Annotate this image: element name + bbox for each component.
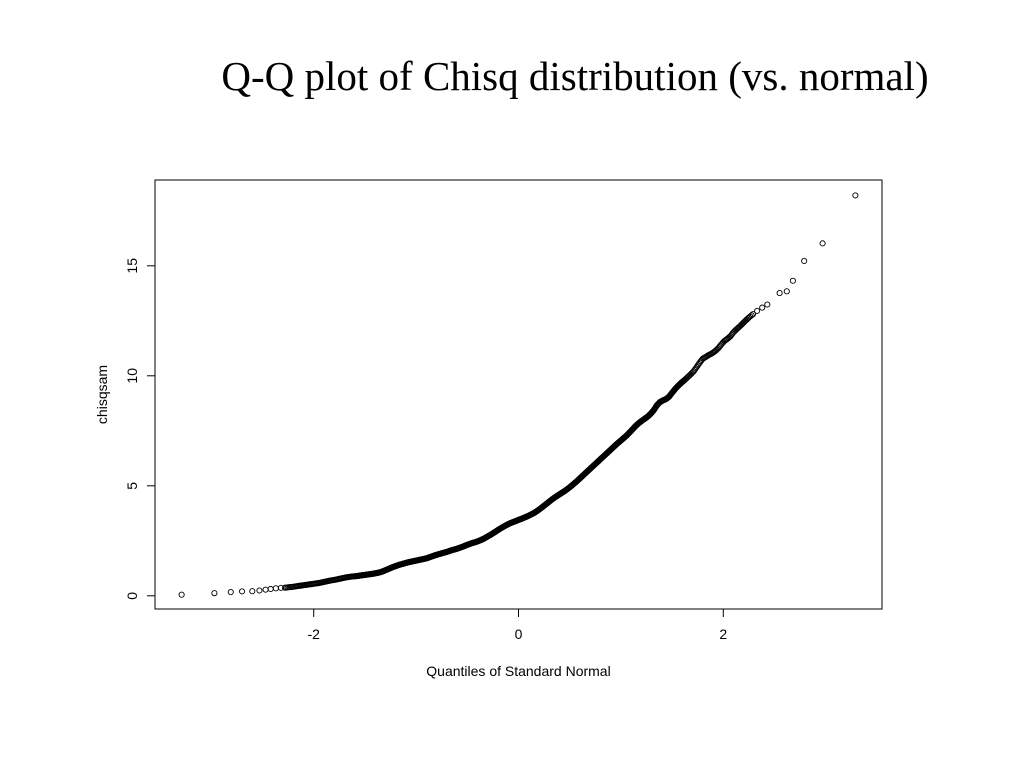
data-point	[272, 585, 279, 592]
data-point	[748, 312, 755, 319]
y-axis: 0 5 10 15	[124, 258, 156, 600]
plot-frame	[154, 179, 883, 610]
data-point	[262, 586, 269, 593]
data-point	[736, 323, 743, 330]
data-point	[739, 320, 746, 327]
data-point	[783, 288, 790, 295]
data-point	[687, 371, 694, 378]
x-axis-label: Quantiles of Standard Normal	[426, 663, 610, 679]
y-tick-label: 10	[124, 368, 140, 384]
data-point	[178, 591, 185, 598]
y-tick-label: 5	[124, 482, 140, 490]
data-point	[738, 321, 745, 328]
data-point	[267, 585, 274, 593]
y-tick-label: 0	[124, 592, 140, 600]
data-point	[764, 301, 771, 308]
data-point	[759, 304, 766, 311]
data-point	[713, 347, 720, 354]
page-title: Q-Q plot of Chisq distribution (vs. norm…	[221, 53, 929, 99]
x-axis: -2 0 2	[307, 608, 727, 642]
data-points	[178, 192, 859, 598]
data-point	[211, 590, 218, 597]
x-tick-label: -2	[307, 626, 320, 642]
data-point	[227, 589, 234, 596]
data-point	[688, 370, 695, 377]
data-point	[238, 588, 246, 595]
data-point	[730, 329, 737, 336]
data-point	[249, 588, 256, 595]
y-tick-label: 15	[124, 258, 140, 274]
data-point	[256, 587, 263, 594]
data-point	[789, 277, 796, 284]
data-point	[749, 311, 757, 318]
x-tick-label: 0	[515, 626, 523, 642]
data-point	[737, 322, 744, 329]
x-tick-label: 2	[719, 626, 727, 642]
data-point	[819, 240, 826, 247]
y-axis-label: chisqsam	[94, 365, 110, 424]
data-point	[754, 307, 761, 314]
data-point	[776, 290, 783, 297]
data-point	[801, 257, 808, 265]
data-point	[852, 192, 859, 199]
data-point	[743, 316, 750, 323]
